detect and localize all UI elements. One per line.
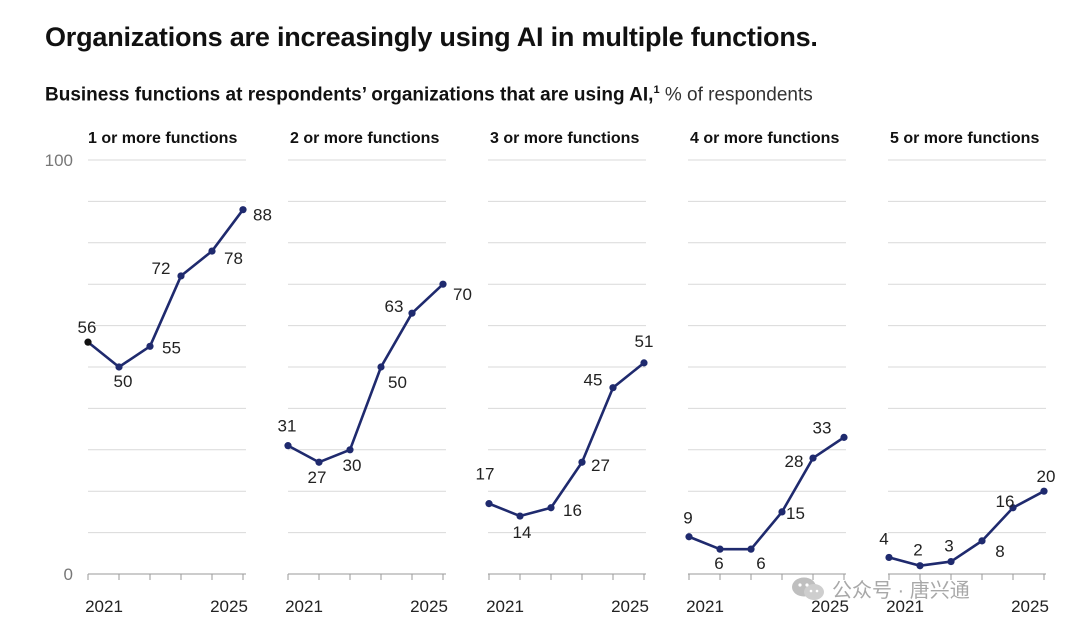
data-point [315, 458, 323, 466]
x-tick-label: 2025 [811, 597, 849, 616]
data-label: 16 [563, 501, 582, 520]
series-line [287, 283, 444, 464]
data-point [578, 458, 586, 466]
data-label: 28 [785, 452, 804, 471]
data-point [146, 342, 154, 350]
panel-title: 2 or more functions [290, 130, 439, 147]
data-point [84, 338, 92, 346]
data-label: 8 [995, 542, 1004, 561]
data-point [1009, 504, 1017, 512]
chart-title: Organizations are increasingly using AI … [45, 22, 818, 52]
data-label: 63 [385, 297, 404, 316]
data-label: 6 [756, 554, 765, 573]
x-tick-label: 2021 [285, 597, 323, 616]
wechat-icon [792, 577, 824, 600]
data-label: 56 [78, 318, 97, 337]
data-point [778, 508, 786, 516]
unit-label: % of respondents [664, 84, 813, 106]
x-tick-label: 2021 [686, 597, 724, 616]
data-label: 31 [278, 417, 297, 436]
data-label: 20 [1037, 467, 1056, 486]
series-line [688, 436, 845, 551]
data-label: 27 [308, 468, 327, 487]
data-point [284, 442, 292, 450]
data-point [208, 247, 216, 255]
data-label: 14 [513, 523, 532, 542]
data-label: 6 [714, 554, 723, 573]
data-label: 55 [162, 338, 181, 357]
x-tick-label: 2025 [1011, 597, 1049, 616]
data-label: 15 [786, 504, 805, 523]
data-label: 9 [683, 509, 692, 528]
data-label: 33 [813, 418, 832, 437]
data-label: 16 [996, 492, 1015, 511]
x-tick-label: 2021 [85, 597, 123, 616]
data-point [177, 272, 185, 280]
chart-subtitle: Business functions at respondents’ organ… [45, 84, 813, 106]
data-label: 88 [253, 206, 272, 225]
data-point [239, 206, 247, 214]
panel-title: 5 or more functions [890, 130, 1039, 147]
data-point [377, 363, 385, 371]
data-point [716, 545, 724, 553]
data-point [685, 533, 693, 541]
data-point [439, 280, 447, 288]
watermark: 公众号 · 唐兴通 [790, 574, 970, 603]
data-point [809, 454, 817, 462]
x-tick-label: 2025 [210, 597, 248, 616]
panel-title: 1 or more functions [88, 130, 237, 147]
x-tick-label: 2021 [886, 597, 924, 616]
data-label: 72 [152, 259, 171, 278]
x-tick-label: 2025 [611, 597, 649, 616]
data-label: 30 [343, 456, 362, 475]
watermark-text: 公众号 · 唐兴通 [832, 580, 970, 602]
data-point [916, 562, 924, 570]
data-label: 45 [584, 371, 603, 390]
data-label: 70 [453, 285, 472, 304]
panel-title: 3 or more functions [490, 130, 639, 147]
data-label: 4 [879, 529, 888, 548]
series-line [87, 208, 245, 369]
data-label: 2 [913, 541, 922, 560]
data-point [947, 557, 955, 566]
data-point [1040, 487, 1048, 495]
series-line [888, 490, 1045, 568]
data-label: 3 [944, 537, 953, 556]
y-tick-label: 100 [45, 151, 73, 170]
data-label: 50 [114, 372, 133, 391]
x-tick-label: 2025 [410, 597, 448, 616]
data-point [547, 504, 555, 512]
data-point [978, 537, 986, 545]
data-point [840, 433, 848, 441]
data-point [408, 309, 416, 317]
x-tick-label: 2021 [486, 597, 524, 616]
subtitle-text: Business functions at respondents’ organ… [45, 84, 654, 106]
data-label: 78 [224, 249, 243, 268]
footnote-marker: 1 [653, 84, 660, 96]
data-point [485, 500, 493, 508]
data-label: 17 [476, 465, 495, 484]
y-tick-label: 0 [64, 565, 73, 584]
data-label: 51 [635, 332, 654, 351]
data-point [747, 545, 755, 553]
data-point [640, 359, 648, 367]
data-point [346, 446, 354, 454]
data-point [885, 553, 893, 562]
data-point [115, 363, 123, 371]
data-label: 50 [388, 373, 407, 392]
series-line [488, 361, 645, 518]
data-point [609, 384, 617, 392]
panel-title: 4 or more functions [690, 130, 839, 147]
data-point [516, 512, 524, 520]
data-label: 27 [591, 456, 610, 475]
